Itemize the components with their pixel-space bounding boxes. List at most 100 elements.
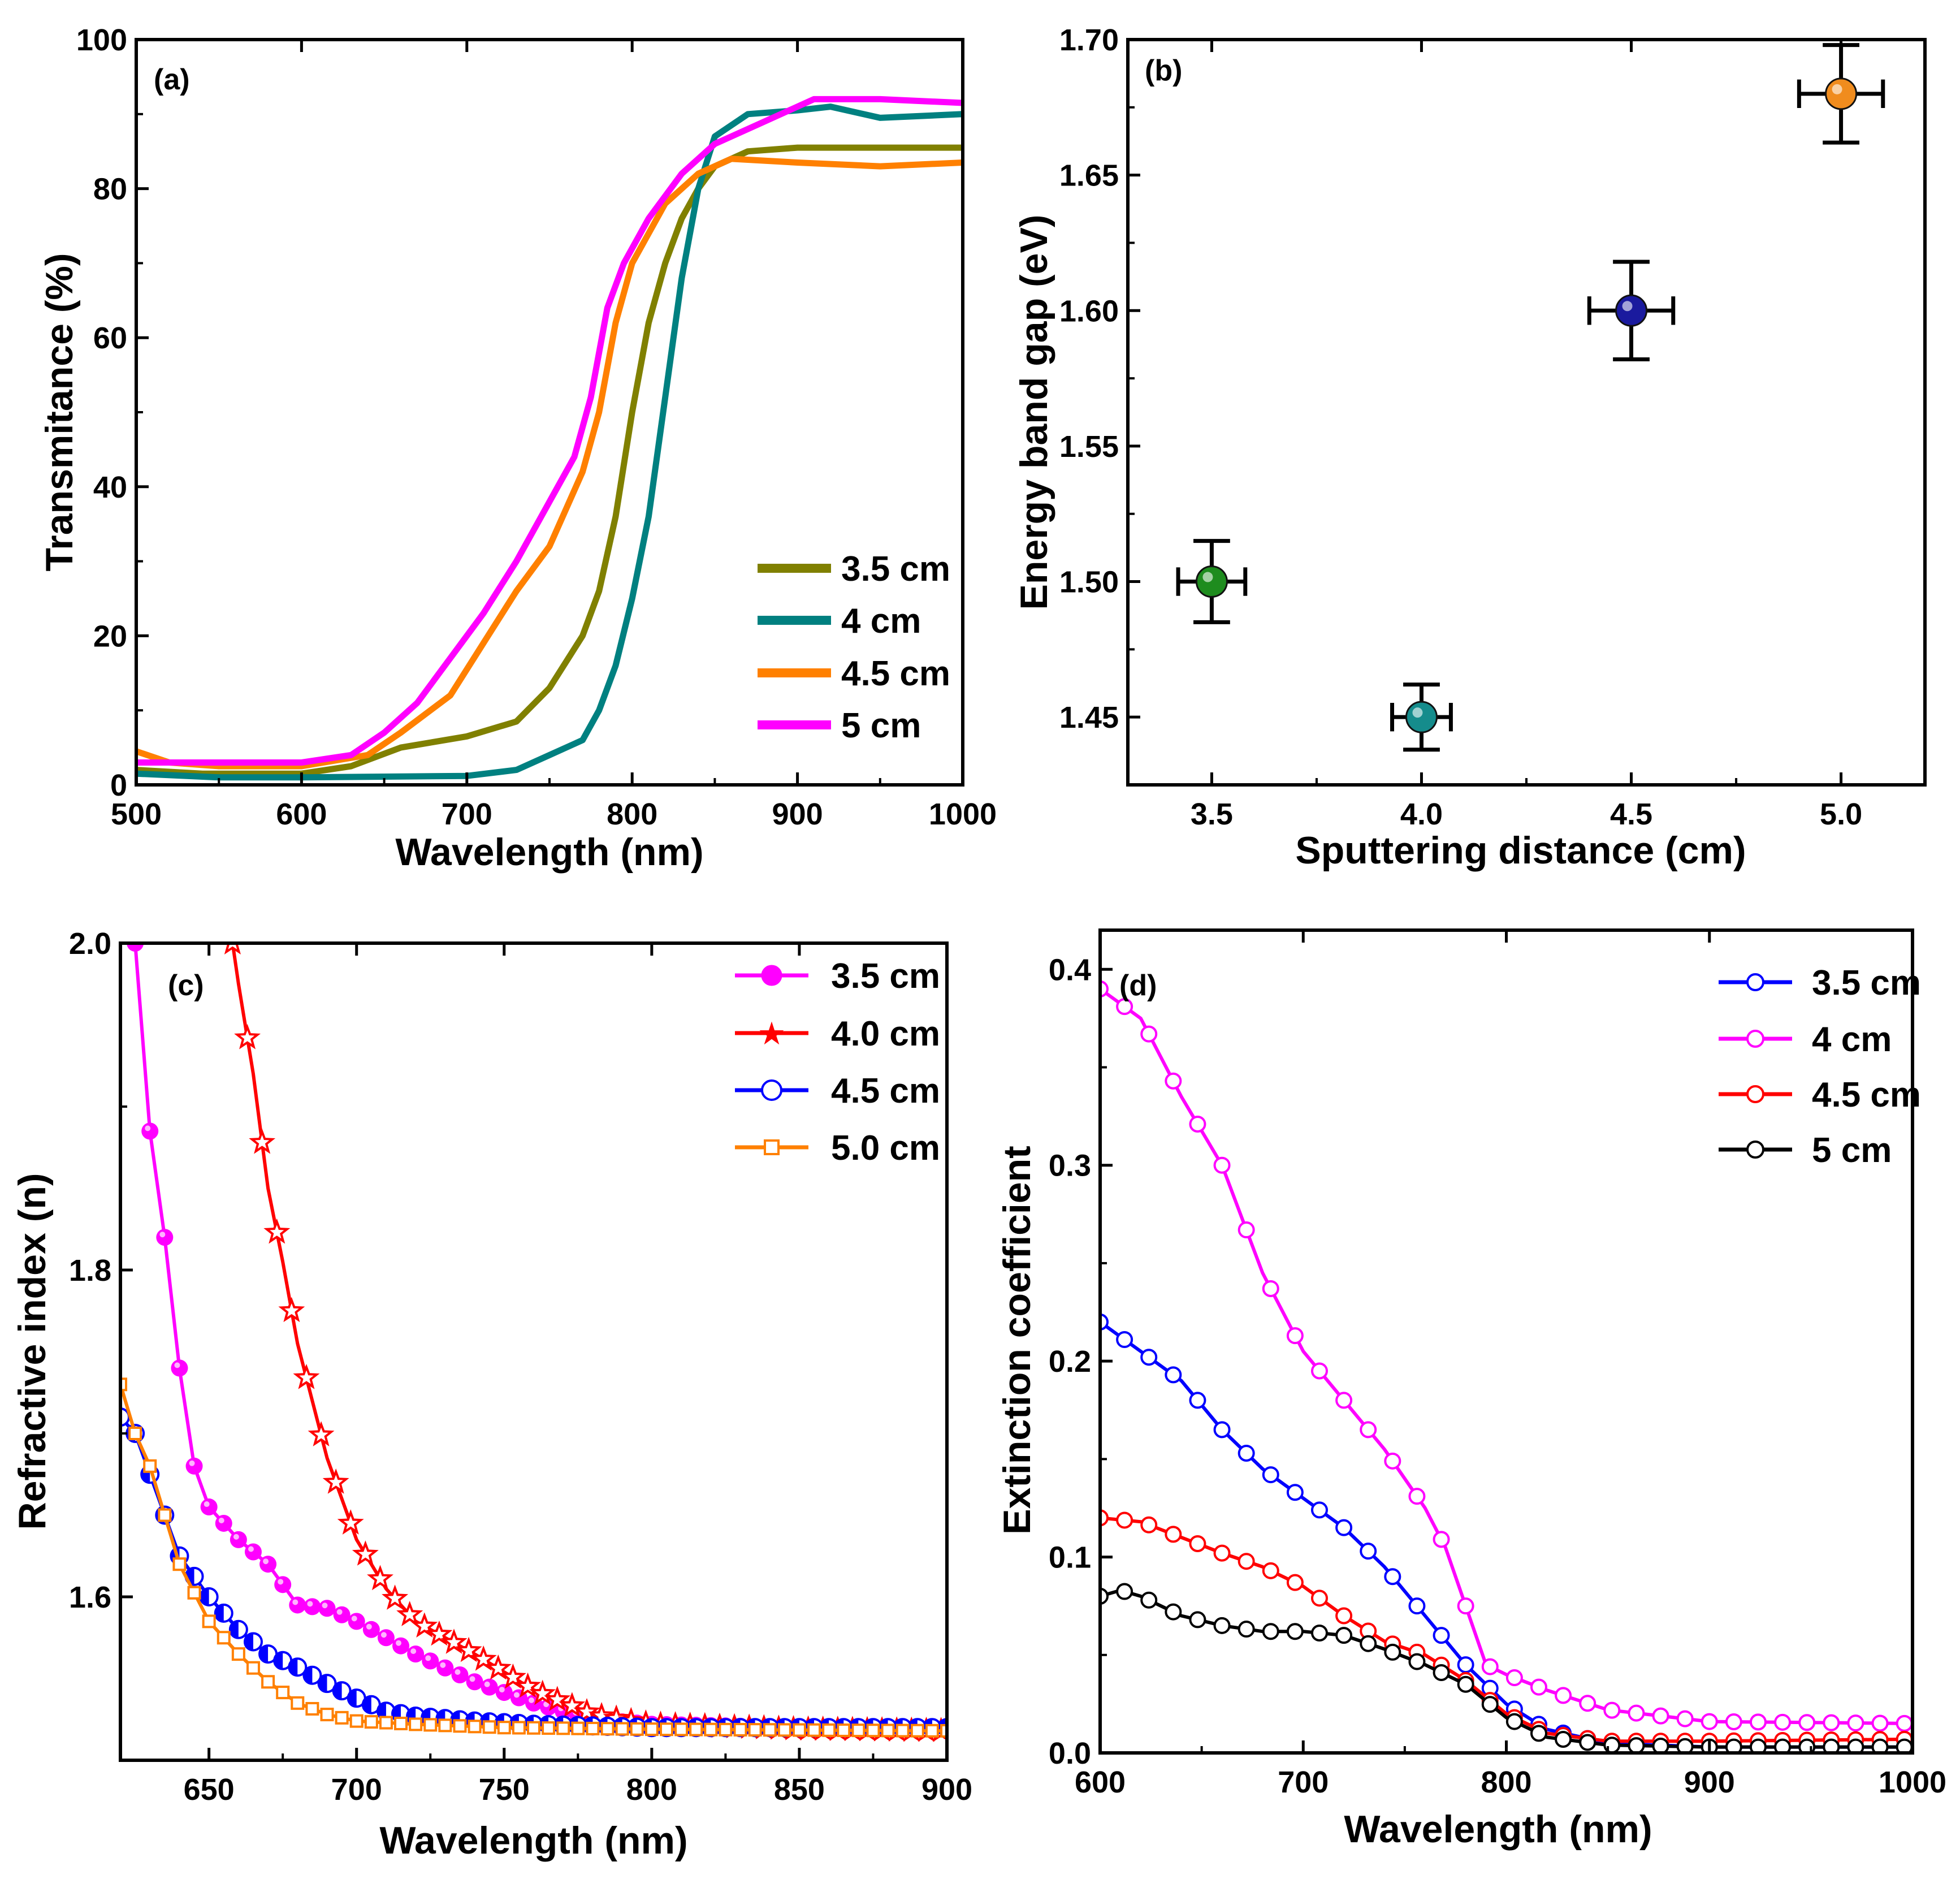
marker-highlight	[455, 1669, 461, 1675]
marker-highlight	[159, 1232, 166, 1238]
marker-highlight	[145, 1125, 151, 1131]
marker	[217, 1631, 231, 1645]
marker	[1140, 1025, 1158, 1043]
panel-b-band-gap-chart: 3.5 4.0 4.5 5.0 1.45 1.50 1.55 1.60 1.65 1.70 (b)…	[1013, 23, 1927, 872]
legend-marker-4-5cm	[761, 1079, 782, 1101]
x-tick-label: 3.5	[1191, 797, 1233, 831]
data-point-highlight	[1202, 572, 1213, 582]
marker	[1165, 1366, 1182, 1384]
marker	[499, 1663, 526, 1689]
marker	[440, 1629, 468, 1654]
marker	[172, 1557, 187, 1571]
series-line	[133, 943, 947, 1730]
marker	[851, 1724, 866, 1738]
panel-b-ticks: 3.5 4.0 4.5 5.0 1.45 1.50 1.55 1.60 1.65 1.70	[1059, 23, 1862, 831]
marker-half	[362, 1696, 371, 1713]
x-tick-label: 700	[442, 797, 492, 831]
marker	[600, 1722, 615, 1736]
x-tick-label: 5.0	[1820, 797, 1862, 831]
marker	[120, 1377, 127, 1392]
panel-c-ticks: 650 700 750 800 850 900 1.6 1.8 2.0	[69, 927, 972, 1807]
marker	[1896, 1714, 1913, 1732]
series-line	[1100, 987, 1913, 1725]
marker	[1140, 1349, 1158, 1366]
marker-highlight	[174, 1362, 180, 1368]
marker	[1116, 1583, 1133, 1600]
marker	[1530, 1725, 1547, 1742]
y-tick-label: 1.70	[1059, 23, 1119, 57]
marker	[733, 1722, 747, 1737]
marker	[231, 1647, 245, 1661]
marker	[1481, 1658, 1499, 1675]
marker	[866, 1724, 880, 1738]
marker	[630, 1722, 644, 1736]
marker	[1603, 1701, 1621, 1719]
marker	[1847, 1714, 1864, 1732]
marker	[128, 1427, 142, 1440]
marker	[455, 1636, 482, 1662]
marker	[1189, 1611, 1206, 1629]
marker	[1262, 1280, 1279, 1297]
marker	[246, 1661, 260, 1675]
panel-d-ticks: 600 700 800 900 1000 0.0 0.1 0.2 0.3 0.4	[1049, 930, 1946, 1799]
marker	[807, 1723, 821, 1737]
series-line	[120, 1416, 947, 1730]
marker	[1100, 1587, 1109, 1605]
marker	[466, 1673, 483, 1691]
marker-highlight	[351, 1615, 357, 1622]
panel-b-xlabel: Sputtering distance (cm)	[1295, 829, 1746, 872]
marker	[1823, 1714, 1840, 1731]
marker-highlight	[248, 1546, 254, 1552]
error-bars-point-2	[1390, 683, 1453, 752]
marker	[1579, 1734, 1596, 1751]
panel-c-refractive-index-chart: 650 700 750 800 850 900 1.6 1.8 2.0 (c) Waveleng…	[11, 927, 972, 1862]
marker-highlight	[336, 1609, 343, 1615]
x-tick-label: 4.5	[1610, 797, 1652, 831]
marker	[895, 1724, 910, 1738]
marker	[244, 1543, 262, 1561]
marker	[1774, 1713, 1792, 1731]
panel-d-legend: 3.5 cm 4 cm 4.5 cm 5 cm	[1719, 964, 1921, 1170]
marker	[497, 1721, 511, 1735]
marker	[1238, 1221, 1255, 1239]
marker-highlight	[410, 1648, 417, 1655]
marker-highlight	[396, 1640, 402, 1646]
series-line-3-5-cm	[136, 144, 963, 777]
legend-marker-3-5cm	[1746, 973, 1764, 991]
legend-label-4-5cm: 4.5 cm	[1812, 1075, 1921, 1115]
panel-d-xlabel: Wavelength (nm)	[1344, 1808, 1652, 1851]
panel-a-ticks: 500 600 700 800 900 1000 0 20 40 60 80 100	[76, 23, 997, 831]
legend-marker-4-5cm	[1746, 1085, 1764, 1103]
marker	[1238, 1444, 1255, 1462]
marker	[305, 1701, 319, 1716]
marker	[426, 1620, 453, 1646]
x-tick-label: 1000	[1879, 1765, 1946, 1799]
marker	[644, 1722, 659, 1737]
panel-c-label: (c)	[168, 969, 204, 1002]
marker-highlight	[307, 1601, 313, 1607]
legend-label-4-0cm: 4.0 cm	[831, 1014, 940, 1053]
marker	[659, 1722, 673, 1737]
marker	[392, 1637, 410, 1655]
marker-highlight	[440, 1662, 446, 1668]
marker	[544, 1686, 571, 1711]
marker	[1286, 1623, 1304, 1640]
marker	[1676, 1710, 1694, 1727]
x-tick-label: 800	[626, 1773, 677, 1807]
marker	[141, 1122, 159, 1140]
marker	[348, 1613, 365, 1630]
marker	[748, 1723, 762, 1737]
marker	[484, 1654, 512, 1680]
marker	[822, 1723, 836, 1737]
marker	[318, 1600, 336, 1617]
marker	[1579, 1695, 1596, 1712]
marker	[377, 1629, 395, 1647]
marker	[763, 1723, 777, 1737]
series-line-4-5-cm	[136, 155, 963, 770]
marker	[514, 1672, 542, 1698]
marker	[215, 1514, 232, 1532]
y-tick-label: 20	[93, 619, 127, 653]
marker	[1384, 1643, 1401, 1661]
y-tick-label: 60	[93, 321, 127, 355]
